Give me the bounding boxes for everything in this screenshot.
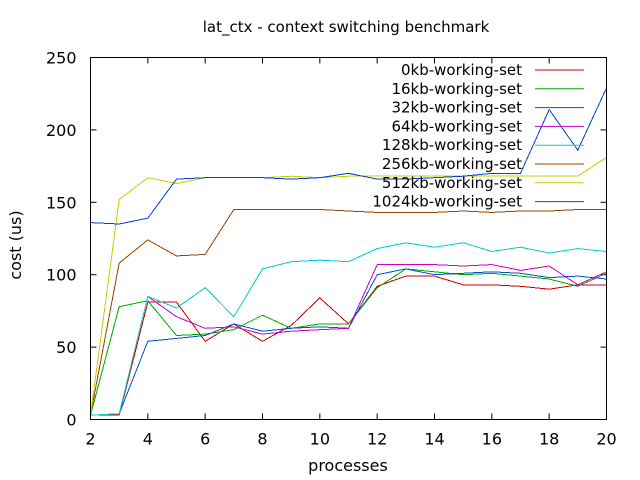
legend-label: 64kb-working-set xyxy=(391,117,522,135)
series-line-1024kb-working-set xyxy=(90,87,607,225)
series-line-512kb-working-set xyxy=(90,156,607,416)
x-tick-label: 12 xyxy=(367,430,387,449)
series-line-16kb-working-set xyxy=(90,268,607,416)
legend-label: 256kb-working-set xyxy=(382,155,522,173)
series-line-0kb-working-set xyxy=(90,275,607,416)
y-tick-label: 150 xyxy=(46,193,77,212)
x-tick-label: 10 xyxy=(310,430,330,449)
x-axis-label: processes xyxy=(308,456,388,475)
x-tick-label: 16 xyxy=(482,430,502,449)
x-tick-label: 4 xyxy=(143,430,153,449)
series-line-128kb-working-set xyxy=(90,242,607,416)
series-line-64kb-working-set xyxy=(90,264,607,416)
plot-frame xyxy=(90,57,607,420)
y-axis-label: cost (us) xyxy=(6,210,25,279)
series-lines xyxy=(90,87,607,416)
x-tick-label: 20 xyxy=(596,430,616,449)
x-tick-label: 14 xyxy=(424,430,444,449)
legend: 0kb-working-set16kb-working-set32kb-work… xyxy=(372,61,584,211)
legend-label: 512kb-working-set xyxy=(382,174,522,192)
x-tick-label: 2 xyxy=(85,430,95,449)
x-tick-label: 6 xyxy=(200,430,210,449)
y-tick-label: 0 xyxy=(66,411,76,430)
y-tick-label: 100 xyxy=(46,266,77,285)
legend-label: 32kb-working-set xyxy=(391,99,522,117)
x-tick-label: 8 xyxy=(257,430,267,449)
legend-label: 16kb-working-set xyxy=(391,80,522,98)
chart-title: lat_ctx - context switching benchmark xyxy=(203,18,490,37)
legend-label: 1024kb-working-set xyxy=(372,193,522,211)
y-tick-label: 200 xyxy=(46,121,77,140)
legend-label: 128kb-working-set xyxy=(382,136,522,154)
y-tick-label: 50 xyxy=(56,338,76,357)
x-tick-label: 18 xyxy=(539,430,559,449)
series-line-32kb-working-set xyxy=(90,268,607,416)
series-line-256kb-working-set xyxy=(90,209,607,416)
y-tick-label: 250 xyxy=(46,49,77,68)
legend-label: 0kb-working-set xyxy=(401,61,522,79)
